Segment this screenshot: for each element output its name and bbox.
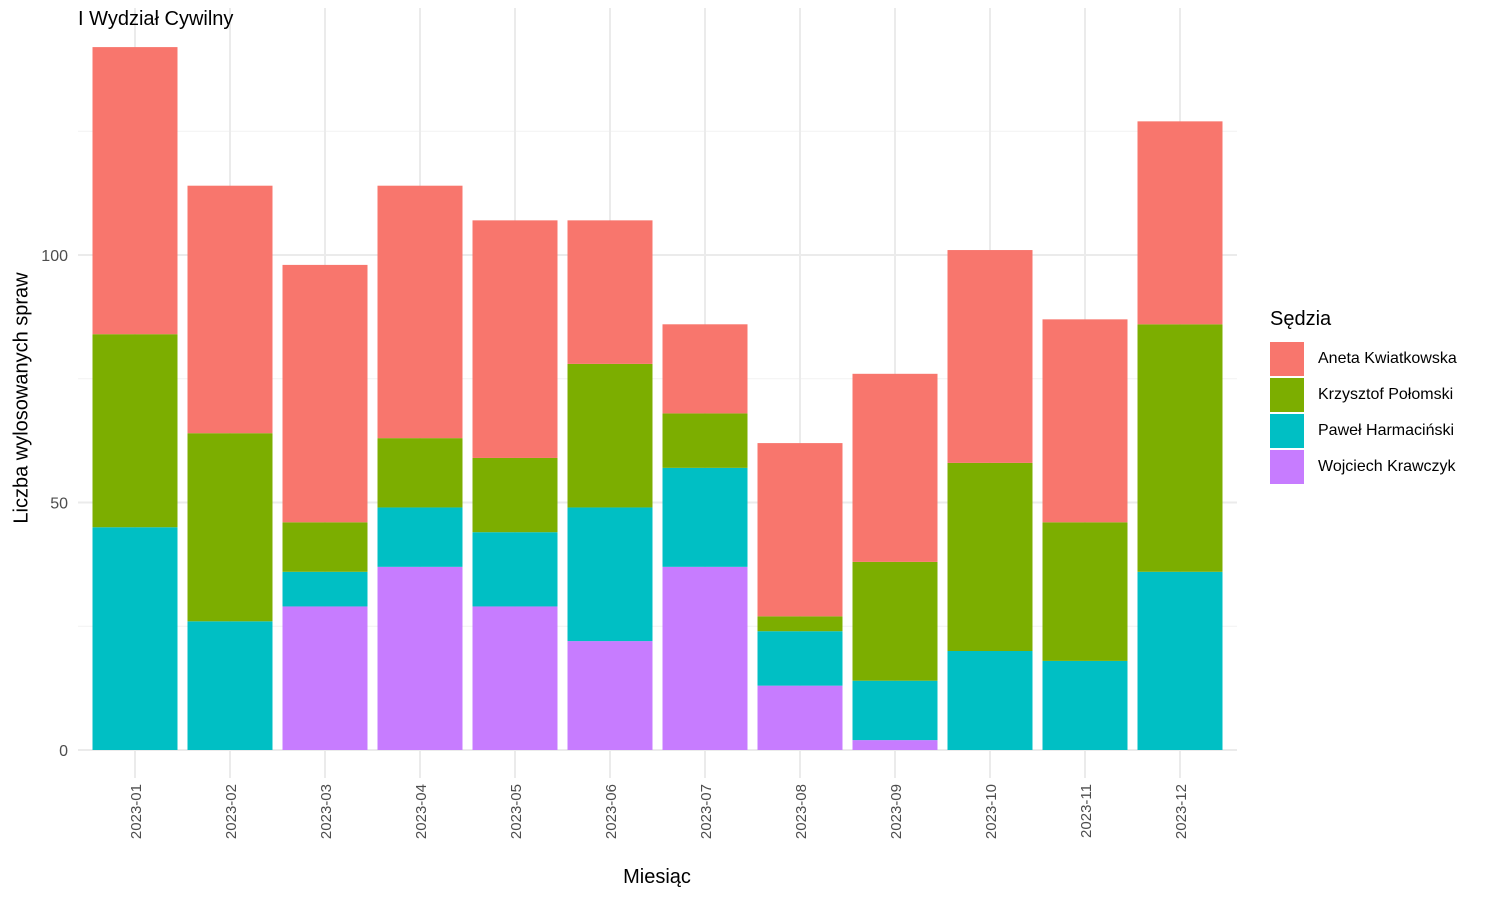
legend-item: Krzysztof Połomski [1270, 377, 1457, 413]
bars-group [92, 47, 1223, 750]
bar-segment [282, 522, 368, 572]
bar-segment [852, 373, 938, 562]
y-tick-label: 0 [59, 743, 68, 760]
bar-segment [377, 185, 463, 439]
x-tick-label: 2023-04 [413, 784, 430, 839]
y-axis-label: Liczba wylosowanych spraw [10, 272, 33, 524]
legend-label: Paweł Harmaciński [1318, 422, 1455, 439]
x-tick-label: 2023-05 [508, 784, 525, 839]
legend-label: Krzysztof Połomski [1318, 386, 1454, 403]
x-tick-labels: 2023-01 2023-02 2023-03 2023-04 2023-05 2023-… [128, 784, 1190, 839]
bar-segment [567, 363, 653, 508]
legend-key [1270, 450, 1304, 484]
y-tick-labels: 0 50 100 [41, 248, 68, 760]
bar-segment [92, 47, 178, 335]
bar-segment [947, 651, 1033, 750]
bar-segment [662, 413, 748, 468]
bar-segment [282, 264, 368, 523]
x-tick-label: 2023-03 [318, 784, 335, 839]
y-tick-label: 50 [50, 496, 68, 513]
legend-item: Aneta Kwiatkowska [1270, 341, 1457, 377]
x-axis-label: Miesiąc [623, 866, 691, 888]
bar-segment [852, 740, 938, 750]
bar-segment [377, 507, 463, 567]
bar-segment [567, 220, 653, 364]
bar-segment [757, 616, 843, 632]
bar-segment [947, 462, 1033, 651]
bar-segment [1042, 319, 1128, 523]
x-tick-label: 2023-07 [698, 784, 715, 839]
bar-segment [1042, 522, 1128, 661]
bar-segment [377, 438, 463, 508]
x-tick-label: 2023-08 [793, 784, 810, 839]
bar-segment [472, 606, 558, 750]
bar-segment [567, 507, 653, 642]
bar-segment [472, 532, 558, 607]
bar-segment [662, 324, 748, 414]
bar-segment [187, 621, 273, 750]
x-tick-label: 2023-09 [888, 784, 905, 839]
bar-segment [1137, 571, 1223, 750]
x-tick-label: 2023-10 [983, 784, 1000, 839]
bar-segment [282, 571, 368, 607]
bar-segment [92, 527, 178, 750]
legend-key [1270, 378, 1304, 412]
x-tick-label: 2023-02 [223, 784, 240, 839]
legend-label: Wojciech Krawczyk [1318, 458, 1456, 475]
legend-item: Paweł Harmaciński [1270, 413, 1457, 449]
bar-segment [757, 631, 843, 686]
bar-segment [1137, 121, 1223, 325]
chart-title: I Wydział Cywilny [78, 8, 234, 30]
y-tick-label: 100 [41, 248, 68, 265]
bar-segment [852, 561, 938, 681]
bar-segment [757, 685, 843, 750]
bar-segment [1137, 324, 1223, 572]
bar-segment [472, 457, 558, 533]
x-tick-label: 2023-01 [128, 784, 145, 839]
bar-segment [187, 185, 273, 434]
bar-segment [1042, 660, 1128, 750]
legend-item: Wojciech Krawczyk [1270, 449, 1457, 485]
bar-segment [852, 680, 938, 741]
legend-key [1270, 342, 1304, 376]
bar-segment [662, 566, 748, 750]
x-tick-label: 2023-06 [603, 784, 620, 839]
legend-title: Sędzia [1270, 308, 1332, 330]
bar-segment [472, 220, 558, 458]
x-tick-label: 2023-11 [1078, 784, 1095, 838]
bar-segment [757, 443, 843, 617]
legend: Sędzia Aneta Kwiatkowska Krzysztof Połoms… [1270, 308, 1457, 485]
bar-segment [187, 433, 273, 622]
bar-segment [662, 467, 748, 567]
legend-items: Aneta Kwiatkowska Krzysztof Połomski Paweł… [1270, 341, 1457, 485]
legend-label: Aneta Kwiatkowska [1318, 350, 1457, 367]
bar-segment [947, 250, 1033, 463]
legend-key [1270, 414, 1304, 448]
bar-segment [377, 566, 463, 750]
bar-segment [282, 606, 368, 750]
bar-segment [567, 641, 653, 750]
bar-segment [92, 334, 178, 528]
x-tick-label: 2023-12 [1173, 784, 1190, 839]
